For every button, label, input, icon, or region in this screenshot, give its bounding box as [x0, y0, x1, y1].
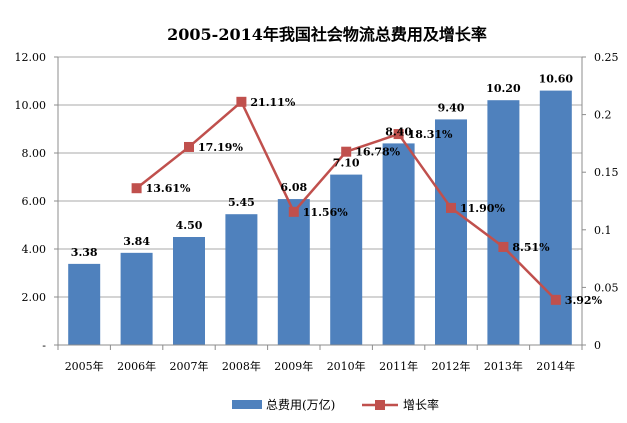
left-axis-tick-label: 8.00 — [22, 147, 47, 160]
bar — [382, 143, 415, 345]
x-axis-tick-label: 2008年 — [222, 359, 261, 373]
chart-title: 2005-2014年我国社会物流总费用及增长率 — [167, 25, 487, 44]
x-axis-tick-label: 2009年 — [274, 359, 313, 373]
growth-rate-marker — [341, 146, 352, 157]
growth-rate-marker — [550, 294, 561, 305]
left-axis-tick-label: 2.00 — [22, 291, 47, 304]
bar-value-label: 4.50 — [176, 219, 203, 232]
data-labels: 3.38 3.84 4.50 5.45 6.08 7.10 8.40 9.40 10.20 10.… — [71, 73, 603, 307]
growth-rate-label: 21.11% — [250, 96, 295, 109]
bar — [277, 199, 310, 345]
right-axis-tick-label: 0.05 — [594, 281, 619, 294]
bar — [330, 174, 363, 345]
right-axis-tick-label: 0.2 — [594, 109, 612, 122]
axes: - 2.00 4.00 6.00 8.00 10.00 12.00 0 0.05 0.1 0.15 0… — [15, 51, 619, 373]
growth-rate-marker — [446, 202, 456, 213]
x-axis-tick-label: 2013年 — [484, 359, 523, 373]
bar — [487, 100, 520, 345]
x-axis-tick-label: 2014年 — [536, 359, 575, 373]
growth-rate-label: 11.90% — [460, 202, 505, 215]
right-axis-tick-label: 0.15 — [594, 166, 619, 179]
left-axis-tick-label: 6.00 — [22, 195, 47, 208]
bar-value-label: 7.10 — [333, 157, 360, 170]
x-axis-tick-label: 2006年 — [117, 359, 156, 373]
bar — [435, 119, 467, 346]
growth-rate-label: 8.51% — [512, 241, 550, 254]
growth-rate-label: 3.92% — [565, 294, 603, 307]
x-axis-tick-label: 2012年 — [432, 359, 471, 373]
left-axis-tick-label: - — [42, 339, 46, 352]
legend-bar-label: 总费用(万亿) — [266, 397, 335, 412]
growth-rate-marker — [184, 141, 194, 152]
left-axis-tick-label: 10.00 — [15, 99, 47, 112]
bar — [120, 252, 153, 345]
bar-series — [68, 90, 572, 346]
x-axis-tick-label: 2005年 — [65, 359, 104, 373]
legend-line-marker — [375, 400, 385, 410]
growth-rate-marker — [393, 129, 404, 140]
x-axis-tick-label: 2007年 — [170, 359, 209, 373]
left-axis-tick-label: 12.00 — [15, 51, 47, 64]
bar-value-label: 9.40 — [438, 101, 465, 114]
right-axis-tick-label: 0.1 — [594, 224, 612, 237]
legend-bar-swatch — [232, 400, 262, 409]
growth-rate-label: 17.19% — [198, 141, 243, 154]
bar-value-label: 10.20 — [486, 82, 521, 95]
bar — [225, 214, 258, 345]
growth-rate-label: 18.31% — [408, 128, 453, 141]
legend: 总费用(万亿) 增长率 — [232, 397, 439, 412]
growth-rate-marker — [236, 96, 247, 107]
growth-rate-label: 11.56% — [303, 206, 348, 219]
growth-rate-label: 13.61% — [146, 182, 191, 195]
legend-line-label: 增长率 — [403, 397, 439, 412]
bar-value-label: 3.38 — [71, 246, 98, 259]
growth-rate-label: 16.78% — [355, 146, 400, 159]
left-axis-tick-label: 4.00 — [22, 243, 47, 256]
bar-value-label: 10.60 — [539, 73, 574, 86]
line-series — [131, 96, 561, 305]
growth-rate-marker — [498, 241, 509, 252]
x-axis-tick-label: 2010年 — [327, 359, 366, 373]
bar-value-label: 3.84 — [123, 235, 150, 248]
right-axis-tick-label: 0 — [594, 339, 601, 352]
growth-rate-marker — [131, 183, 142, 194]
bar-value-label: 8.40 — [385, 125, 412, 138]
bar — [173, 237, 205, 345]
bar-value-label: 6.08 — [280, 181, 307, 194]
growth-rate-marker — [288, 206, 299, 217]
bar-value-label: 5.45 — [228, 196, 255, 209]
x-axis-tick-label: 2011年 — [379, 359, 418, 373]
right-axis-tick-label: 0.25 — [594, 51, 619, 64]
bar — [68, 263, 101, 345]
